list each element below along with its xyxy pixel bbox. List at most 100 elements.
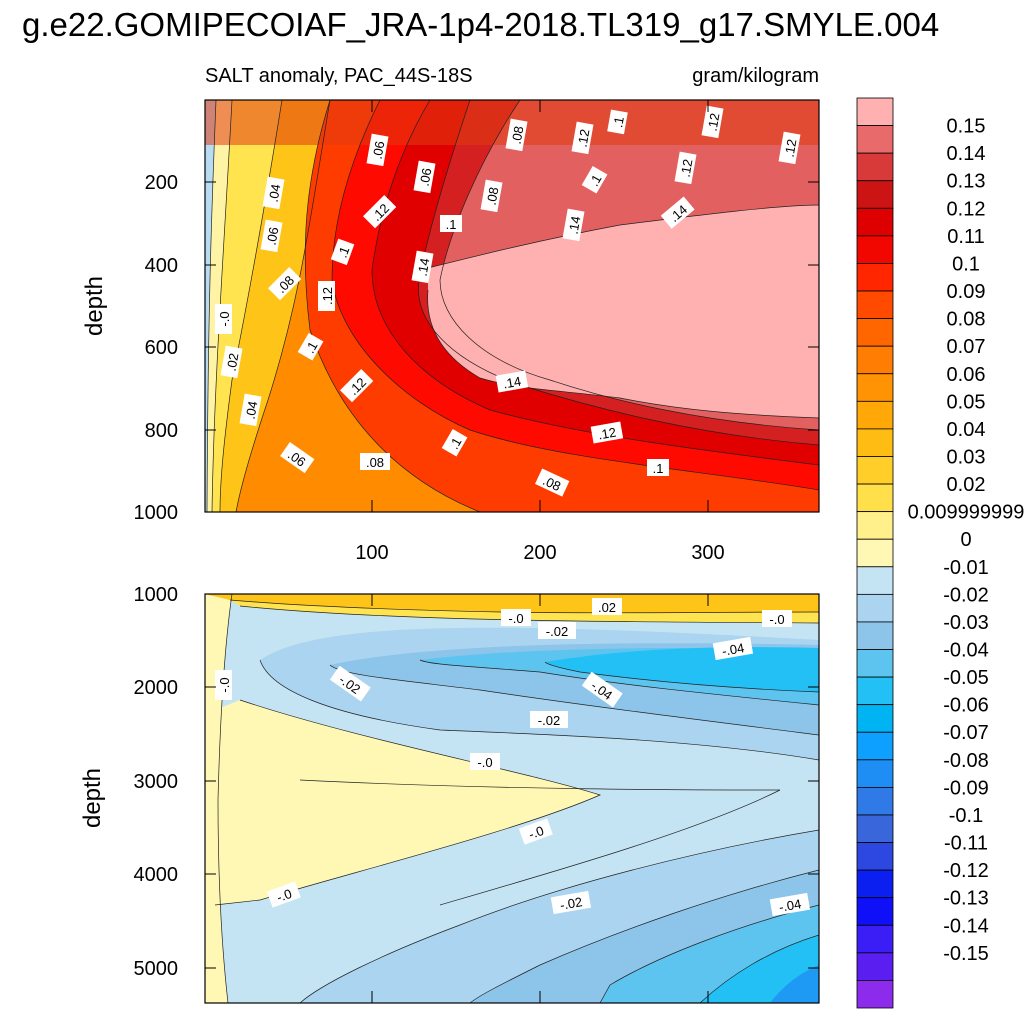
colorbar-box xyxy=(856,980,894,1009)
svg-text:.12: .12 xyxy=(678,158,696,178)
colorbar-box xyxy=(856,952,894,981)
contour-label: .12 xyxy=(318,281,335,311)
bottom-y-tick-label: 1000 xyxy=(134,584,179,606)
svg-text:.12: .12 xyxy=(782,138,800,158)
colorbar-box xyxy=(856,924,894,954)
top-panel-field xyxy=(205,100,819,512)
x-tick-label: 100 xyxy=(355,542,388,564)
chart-subtitle-left: SALT anomaly, PAC_44S-18S xyxy=(205,65,473,87)
colorbar-label: 0.11 xyxy=(947,226,984,248)
contour-label: .02 xyxy=(220,345,243,379)
svg-text:.12: .12 xyxy=(320,287,335,305)
colorbar-boxes xyxy=(856,97,894,1009)
svg-text:-.0: -.0 xyxy=(217,677,232,692)
colorbar-label: 0.12 xyxy=(947,198,986,220)
colorbar-box xyxy=(856,786,894,816)
bottom-y-axis-label: depth xyxy=(79,768,106,828)
top-y-axis: 200 400 600 800 1000 depth xyxy=(81,172,819,524)
svg-text:-.0: -.0 xyxy=(769,612,784,627)
contour-label: .08 xyxy=(535,468,570,497)
svg-text:.12: .12 xyxy=(705,112,723,132)
svg-text:.08: .08 xyxy=(540,473,563,494)
contour-label: .1 xyxy=(581,165,608,194)
bottom-panel-field xyxy=(205,594,819,1003)
x-axis: 100 200 300 xyxy=(355,100,725,564)
contour-label: .08 xyxy=(480,179,503,213)
contour-label: .1 xyxy=(607,109,628,135)
contour-label: -.0 xyxy=(215,304,232,334)
contour-label: .1 xyxy=(330,238,355,266)
colorbar-box xyxy=(856,263,894,292)
contour-label: -.04 xyxy=(712,636,754,661)
colorbar-label: 0.14 xyxy=(947,143,986,165)
colorbar-box xyxy=(856,345,894,375)
colorbar-label: 0.02 xyxy=(947,474,986,496)
svg-text:-.0: -.0 xyxy=(274,886,293,905)
top-panel: .06 .08 .12 .1 .12 .12 .12 .04 .06 .08 .1 .1 .14 .14.… xyxy=(81,99,820,564)
svg-text:.04: .04 xyxy=(266,183,284,203)
colorbar-label: -0.12 xyxy=(943,860,989,882)
colorbar-box xyxy=(856,97,894,126)
contour-label: .08 xyxy=(505,118,528,152)
colorbar-label: 0.15 xyxy=(947,116,986,138)
colorbar-label: 0.06 xyxy=(947,364,986,386)
colorbar-box xyxy=(856,456,894,485)
contour-label: .14 xyxy=(411,250,434,284)
colorbar-box xyxy=(856,649,894,678)
contour-label: .06 xyxy=(260,219,283,253)
svg-text:.02: .02 xyxy=(598,600,616,615)
svg-text:.02: .02 xyxy=(224,352,242,372)
bottom-y-tick-label: 4000 xyxy=(134,864,179,886)
svg-text:-.02: -.02 xyxy=(546,624,568,639)
top-y-tick-label: 800 xyxy=(145,420,178,442)
colorbar-box xyxy=(856,593,894,623)
svg-text:-.0: -.0 xyxy=(508,611,523,626)
contour-label: .12 xyxy=(590,421,624,444)
contour-label: .1 xyxy=(440,215,462,232)
colorbar-box xyxy=(856,869,894,899)
colorbar-box xyxy=(856,152,894,182)
colorbar-box xyxy=(856,400,894,430)
colorbar-box xyxy=(856,428,894,457)
contour-label: .12 xyxy=(674,151,697,185)
svg-text:-.02: -.02 xyxy=(538,713,560,728)
colorbar-box xyxy=(856,373,894,402)
contour-label: -.04 xyxy=(769,892,811,917)
colorbar-label: 0.07 xyxy=(947,336,986,358)
colorbar-label: -0.07 xyxy=(943,722,989,744)
contour-label: -.0 xyxy=(501,609,531,626)
contour-label: -.02 xyxy=(530,711,568,728)
bottom-y-axis: 1000 2000 3000 4000 5000 depth xyxy=(79,584,819,1003)
contour-label: .12 xyxy=(701,105,724,139)
bottom-panel-contour-labels: -.0 .02 -.02 -.0 -.04 -.02 -.0 -.04 -.02 -.0 -.0 -.… xyxy=(215,598,811,917)
colorbar-label: -0.11 xyxy=(944,833,988,855)
colorbar-box xyxy=(856,842,894,871)
contour-label: .08 xyxy=(360,453,390,470)
contour-label: .12 xyxy=(778,131,801,165)
colorbar-box xyxy=(856,814,894,843)
colorbar-box xyxy=(856,566,894,595)
svg-text:.04: .04 xyxy=(243,400,261,420)
top-panel-frame xyxy=(204,99,820,513)
colorbar-labels: 0.15 0.14 0.13 0.12 0.11 0.1 0.09 0.08 0.07 0.06 0… xyxy=(908,116,1024,965)
bottom-y-tick-label: 3000 xyxy=(134,771,179,793)
bottom-panel: -.0 .02 -.02 -.0 -.04 -.02 -.0 -.04 -.02 -.0 -.0 -.… xyxy=(79,584,820,1004)
contour-label: .1 xyxy=(297,332,324,361)
colorbar-label: -0.13 xyxy=(943,888,989,910)
colorbar-label: 0 xyxy=(960,529,971,551)
svg-text:.06: .06 xyxy=(370,140,388,160)
colorbar-box xyxy=(856,731,894,761)
contour-label: .12 xyxy=(571,121,594,155)
colorbar-label: -0.06 xyxy=(943,695,989,717)
colorbar-box xyxy=(856,511,894,540)
colorbar-label: 0.009999999 xyxy=(908,502,1024,524)
colorbar-label: -0.05 xyxy=(943,667,989,689)
colorbar-box xyxy=(856,676,894,706)
bottom-y-tick-label: 5000 xyxy=(134,958,179,980)
svg-text:.1: .1 xyxy=(610,115,627,128)
colorbar-label: -0.03 xyxy=(943,612,989,634)
colorbar-box xyxy=(856,318,894,347)
contour-label: .04 xyxy=(262,176,285,210)
svg-text:.12: .12 xyxy=(597,425,617,443)
